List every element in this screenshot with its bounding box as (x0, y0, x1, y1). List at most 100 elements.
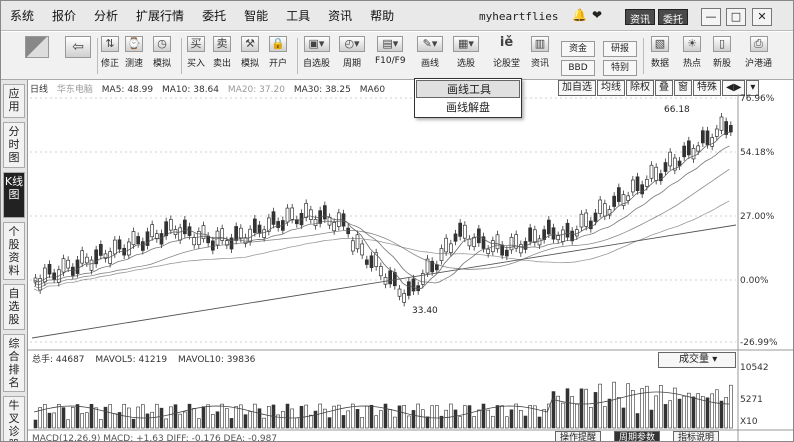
candle-body (430, 260, 435, 273)
toolbar-clock[interactable]: ◷ 模拟 (153, 36, 171, 69)
toolbar-forum[interactable]: iě 论股堂 (493, 36, 520, 70)
tab-indicator-help[interactable]: 指标说明 (673, 431, 720, 441)
toolbar-f10[interactable]: ▤▾ F10/F9 (375, 36, 406, 66)
overlay-button[interactable]: 叠 (655, 80, 673, 96)
news-button[interactable]: 资讯 (625, 9, 655, 26)
toolbar-buy[interactable]: 买 买入 (187, 36, 205, 69)
adjust-icon: ⇅ (101, 36, 119, 52)
fund-button[interactable]: 资金 (561, 41, 595, 57)
menu-help[interactable]: 帮助 (370, 9, 395, 23)
toolbar-hk-connect[interactable]: ⎙ 沪港通 (745, 36, 772, 69)
candle-body (98, 244, 103, 256)
tab-ranking[interactable]: 综合排名 (3, 334, 25, 392)
toolbar-period[interactable]: ◴▾ 周期 (339, 36, 365, 69)
volume-bar (206, 404, 210, 429)
exright-button[interactable]: 除权 (626, 80, 654, 96)
candle-body (509, 236, 514, 251)
menu-smart[interactable]: 智能 (244, 9, 269, 23)
tab-alerts[interactable]: 操作提醒 (555, 431, 602, 441)
volume-bar (234, 406, 238, 429)
tab-apps[interactable]: 应用 (3, 84, 25, 118)
toolbar-label: 修正 (101, 59, 120, 69)
candle-body (686, 140, 691, 156)
candle-body (626, 195, 631, 201)
toolbar-sell[interactable]: 卖 卖出 (213, 36, 231, 69)
tab-kline[interactable]: K线图 (3, 172, 25, 218)
nav-arrows-button[interactable]: ◀▶ (722, 80, 746, 96)
menu-analysis[interactable]: 分析 (94, 9, 119, 23)
tab-period-params[interactable]: 周期参数 (614, 431, 661, 441)
candle-body (52, 272, 57, 280)
total-volume-label: 总手: 44687 (32, 355, 85, 365)
volume-bar (281, 410, 285, 429)
toolbar-info[interactable]: ▥ 资讯 (531, 36, 549, 69)
menu-extended-quotes[interactable]: 扩展行情 (136, 9, 185, 23)
hk-icon: ⎙ (749, 36, 768, 52)
candle-body (467, 238, 472, 247)
candle-body (598, 199, 603, 214)
toolbar-new-stock[interactable]: ▯ 新股 (713, 36, 731, 69)
tab-stock-profile[interactable]: 个股资料 (3, 222, 25, 280)
more-button[interactable]: ▾ (746, 80, 760, 96)
volume-bar (561, 402, 565, 429)
volume-bar (187, 403, 192, 429)
toolbar-label: 热点 (683, 59, 702, 69)
volume-bar (192, 408, 196, 429)
indicator-select[interactable]: 成交量 ▾ (658, 352, 736, 368)
toolbar-draw[interactable]: ✎▾ 画线 (417, 36, 443, 69)
bbd-button[interactable]: BBD (561, 60, 595, 76)
candle-body (84, 256, 89, 264)
toolbar-watchlist[interactable]: ▣▾ 自选股 (303, 36, 330, 69)
volume-bar (635, 413, 640, 429)
toolbar-open-account[interactable]: 🔒 开户 (269, 36, 287, 69)
tab-watchlist[interactable]: 自选股 (3, 284, 25, 330)
bell-icon[interactable]: 🔔 (572, 8, 587, 22)
window-button[interactable]: 窗 (674, 80, 692, 96)
draw-dropdown-menu: 画线工具 画线解盘 (414, 78, 522, 118)
tab-diagnosis[interactable]: 牛叉诊股 (3, 396, 25, 441)
ma5-label: MA5: 48.99 (101, 85, 154, 95)
volume-bar (369, 404, 374, 429)
volume-bar (626, 383, 630, 429)
volume-bar (89, 404, 94, 429)
tab-intraday[interactable]: 分时图 (3, 122, 25, 168)
research-button[interactable]: 研报 (603, 41, 637, 57)
special-chart-button[interactable]: 特殊 (693, 80, 721, 96)
toolbar-adjust[interactable]: ⇅ 修正 (101, 36, 119, 69)
toolbar-stock-picker[interactable]: ▦▾ 选股 (453, 36, 479, 69)
close-button[interactable]: ✕ (752, 8, 772, 26)
menu-quotes[interactable]: 报价 (52, 9, 77, 23)
toolbar-back[interactable]: ⇦ (65, 36, 91, 58)
toolbar-grid[interactable] (25, 36, 49, 58)
toolbar-data[interactable]: ▧ 数据 (651, 36, 669, 69)
toolbar-hot[interactable]: ☀ 热点 (683, 36, 701, 69)
candle-body (719, 116, 724, 131)
heart-icon[interactable]: ❤ (592, 8, 603, 22)
volume-bar (584, 388, 588, 429)
axis-labels: 76.96% 54.18% 27.00% 0.00% -26.99% 66.18 33.40… (412, 94, 778, 427)
volume-bar (421, 409, 425, 429)
volume-bar (85, 412, 89, 429)
menu-system[interactable]: 系统 (10, 9, 35, 23)
toolbar-speed[interactable]: ⌚ 测速 (125, 36, 143, 69)
menu-trade[interactable]: 委托 (202, 9, 227, 23)
toolbar-simulate[interactable]: ⚒ 模拟 (241, 36, 259, 69)
volume-bar (500, 405, 504, 429)
trade-button[interactable]: 委托 (658, 9, 688, 26)
ma-button[interactable]: 均线 (597, 80, 625, 96)
kline-chart-area[interactable]: 日线 华东电脑 MA5: 48.99 MA10: 38.64 MA20: 37.… (28, 80, 793, 441)
volume-bar (145, 413, 150, 429)
candle-body (700, 130, 705, 144)
special-button[interactable]: 特别 (603, 60, 637, 76)
maximize-button[interactable]: □ (726, 8, 746, 26)
menu-tools[interactable]: 工具 (286, 9, 311, 23)
menu-news[interactable]: 资讯 (328, 9, 353, 23)
draw-analysis-item[interactable]: 画线解盘 (446, 101, 490, 114)
minimize-button[interactable]: — (701, 8, 721, 26)
volume-bar (677, 398, 682, 429)
draw-tools-item[interactable]: 画线工具 (416, 80, 520, 98)
volume-bar (463, 405, 467, 429)
add-watchlist-button[interactable]: 加自选 (558, 80, 596, 96)
stock-icon: ▣▾ (303, 36, 330, 52)
